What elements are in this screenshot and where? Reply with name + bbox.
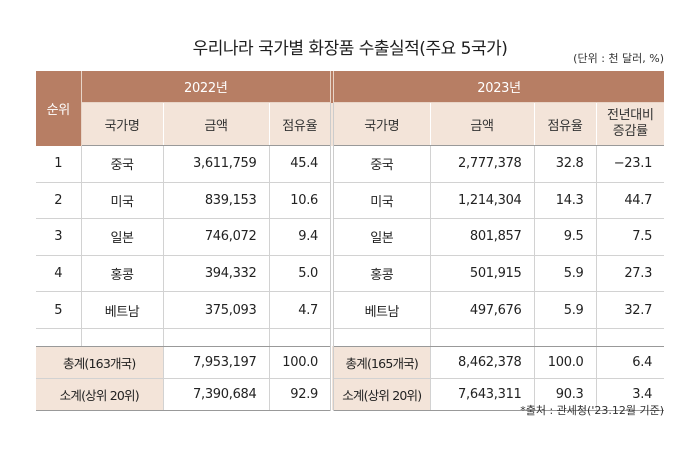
share-2022-cell: 9.4 [269, 218, 335, 256]
subtotal-label-2023: 소계(상위 20위) [332, 378, 431, 411]
rank-cell: 4 [36, 255, 82, 293]
country-2023-cell: 일본 [332, 218, 431, 256]
amount-2023-cell: 801,857 [430, 218, 535, 256]
share-2023-cell: 5.9 [534, 291, 597, 329]
header-yoy-line2: 증감률 [612, 124, 648, 139]
rank-cell: 1 [36, 145, 82, 183]
amount-2022-cell: 839,153 [163, 182, 270, 220]
source-note: *출처 : 관세청('23.12월 기준) [520, 404, 664, 417]
share-2023-cell: 32.8 [534, 145, 597, 183]
header-amount-2023: 금액 [430, 102, 535, 146]
subtotal-amount-2022: 7,390,684 [163, 378, 270, 411]
rank-cell: 5 [36, 291, 82, 329]
unit-note: (단위 : 천 달러, %) [573, 52, 664, 65]
subtotal-label-2022: 소계(상위 20위) [36, 378, 164, 411]
table-row: 2 미국 839,153 10.6 미국 1,214,304 14.3 44.7 [36, 182, 665, 220]
rank-cell: 3 [36, 218, 82, 256]
total-amount-2022: 7,953,197 [163, 345, 270, 379]
total-label-2022: 총계(163개국) [36, 345, 164, 379]
share-2023-cell: 14.3 [534, 182, 597, 220]
header-country-2023: 국가명 [332, 102, 431, 146]
country-2022-cell: 베트남 [81, 291, 164, 329]
spacer-row [36, 328, 665, 347]
table-row: 5 베트남 375,093 4.7 베트남 497,676 5.9 32.7 [36, 291, 665, 329]
share-2022-cell: 10.6 [269, 182, 335, 220]
yoy-cell: 44.7 [596, 182, 665, 220]
share-2022-cell: 4.7 [269, 291, 335, 329]
country-2022-cell: 미국 [81, 182, 164, 220]
yoy-cell: 7.5 [596, 218, 665, 256]
country-2023-cell: 홍콩 [332, 255, 431, 293]
amount-2023-cell: 497,676 [430, 291, 535, 329]
share-2023-cell: 5.9 [534, 255, 597, 293]
header-yoy-line1: 전년대비 [606, 107, 654, 123]
total-amount-2023: 8,462,378 [430, 345, 535, 379]
amount-2023-cell: 2,777,378 [430, 145, 535, 183]
country-2023-cell: 미국 [332, 182, 431, 220]
share-2022-cell: 5.0 [269, 255, 335, 293]
header-2022: 2022년 [81, 71, 335, 103]
share-2023-cell: 9.5 [534, 218, 597, 256]
table-title: 우리나라 국가별 화장품 수출실적(주요 5국가) [192, 39, 508, 59]
yoy-cell: 32.7 [596, 291, 665, 329]
header-share-2023: 점유율 [534, 102, 597, 146]
share-2022-cell: 45.4 [269, 145, 335, 183]
header-share-2022: 점유율 [269, 102, 335, 146]
total-row: 총계(163개국) 7,953,197 100.0 총계(165개국) 8,46… [36, 345, 665, 379]
header-country-2022: 국가명 [81, 102, 164, 146]
subtotal-share-2023: 90.3 [534, 378, 597, 411]
subtotal-amount-2023: 7,643,311 [430, 378, 535, 411]
rank-cell: 2 [36, 182, 82, 220]
yoy-cell: −23.1 [596, 145, 665, 183]
amount-2022-cell: 3,611,759 [163, 145, 270, 183]
subtotal-row: 소계(상위 20위) 7,390,684 92.9 소계(상위 20위) 7,6… [36, 378, 665, 411]
header-amount-2022: 금액 [163, 102, 270, 146]
export-table: 순위 2022년 2023년 국가명 금액 점유율 국가명 금액 점유율 전년대… [36, 71, 665, 411]
amount-2022-cell: 746,072 [163, 218, 270, 256]
table-row: 1 중국 3,611,759 45.4 중국 2,777,378 32.8 −2… [36, 145, 665, 183]
header-rank: 순위 [36, 71, 82, 146]
subtotal-yoy: 3.4 [596, 378, 665, 411]
table-row: 4 홍콩 394,332 5.0 홍콩 501,915 5.9 27.3 [36, 255, 665, 293]
amount-2023-cell: 501,915 [430, 255, 535, 293]
yoy-cell: 27.3 [596, 255, 665, 293]
subtotal-share-2022: 92.9 [269, 378, 335, 411]
total-label-2023: 총계(165개국) [332, 345, 431, 379]
header-2023: 2023년 [332, 71, 665, 103]
total-yoy: 6.4 [596, 345, 665, 379]
table-row: 3 일본 746,072 9.4 일본 801,857 9.5 7.5 [36, 218, 665, 256]
amount-2023-cell: 1,214,304 [430, 182, 535, 220]
amount-2022-cell: 394,332 [163, 255, 270, 293]
country-2023-cell: 중국 [332, 145, 431, 183]
total-share-2022: 100.0 [269, 345, 335, 379]
country-2022-cell: 일본 [81, 218, 164, 256]
header-yoy: 전년대비 증감률 [596, 102, 665, 146]
country-2023-cell: 베트남 [332, 291, 431, 329]
total-share-2023: 100.0 [534, 345, 597, 379]
country-2022-cell: 중국 [81, 145, 164, 183]
country-2022-cell: 홍콩 [81, 255, 164, 293]
amount-2022-cell: 375,093 [163, 291, 270, 329]
